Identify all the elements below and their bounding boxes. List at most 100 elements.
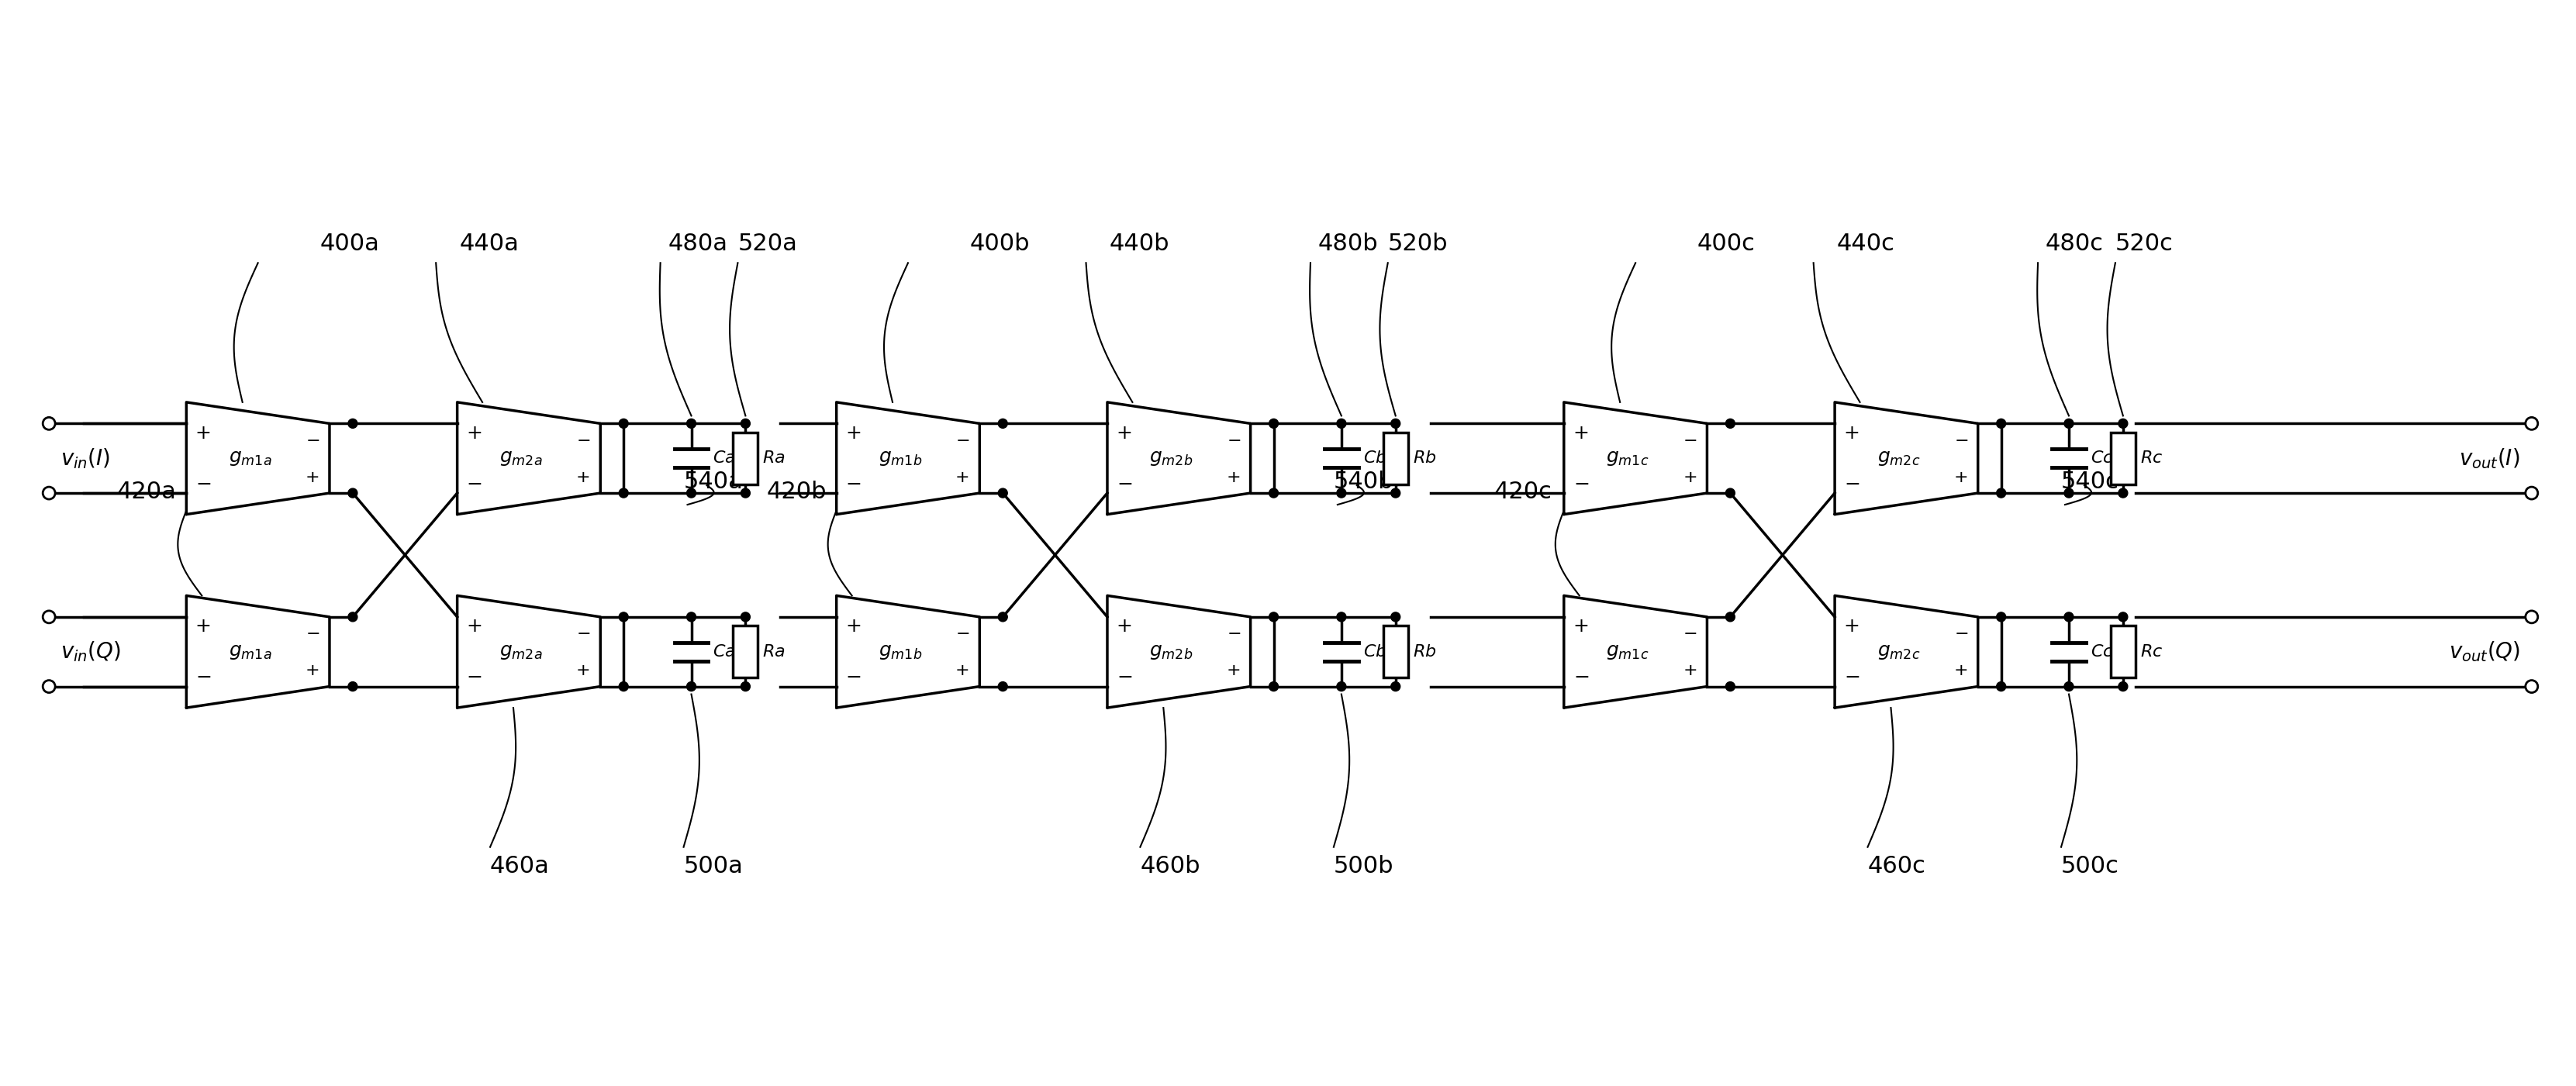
Circle shape — [44, 417, 54, 430]
Text: 420a: 420a — [116, 480, 175, 503]
Text: +: + — [1844, 424, 1860, 442]
Circle shape — [742, 419, 750, 428]
Text: 520c: 520c — [2115, 232, 2172, 255]
Circle shape — [1726, 613, 1734, 621]
Text: +: + — [845, 617, 860, 635]
Text: 400b: 400b — [969, 232, 1030, 255]
Bar — [734, 626, 757, 678]
Circle shape — [1391, 489, 1399, 497]
Circle shape — [2117, 682, 2128, 691]
Text: +: + — [1844, 617, 1860, 635]
Bar — [2110, 626, 2136, 678]
Text: 500c: 500c — [2061, 855, 2117, 877]
Bar — [2110, 432, 2136, 484]
Text: $Rc$: $Rc$ — [2141, 451, 2161, 466]
Text: $-$: $-$ — [466, 475, 482, 493]
Text: $-$: $-$ — [1571, 668, 1589, 686]
Circle shape — [618, 489, 629, 497]
Text: $Rc$: $Rc$ — [2141, 644, 2161, 659]
Text: +: + — [577, 469, 590, 485]
Text: $Cc$: $Cc$ — [2089, 451, 2112, 466]
Text: +: + — [1571, 424, 1589, 442]
Circle shape — [1267, 489, 1278, 497]
Circle shape — [1996, 489, 2004, 497]
Circle shape — [1337, 682, 1345, 691]
Text: $g_{m2c}$: $g_{m2c}$ — [1875, 449, 1919, 468]
Text: 420c: 420c — [1494, 480, 1551, 503]
Text: +: + — [1953, 664, 1968, 679]
Circle shape — [997, 419, 1007, 428]
Circle shape — [2063, 489, 2074, 497]
Text: $-$: $-$ — [956, 624, 969, 641]
Circle shape — [685, 419, 696, 428]
Circle shape — [2117, 489, 2128, 497]
Circle shape — [44, 487, 54, 500]
Text: $-$: $-$ — [577, 431, 590, 447]
Text: $-$: $-$ — [307, 624, 319, 641]
Text: $g_{m1b}$: $g_{m1b}$ — [878, 643, 922, 661]
Circle shape — [1391, 419, 1399, 428]
Text: +: + — [956, 664, 969, 679]
Text: 400c: 400c — [1698, 232, 1754, 255]
Circle shape — [1996, 613, 2004, 621]
Text: 460c: 460c — [1868, 855, 1924, 877]
Text: $-$: $-$ — [1844, 475, 1860, 493]
Circle shape — [348, 682, 358, 691]
Circle shape — [1267, 682, 1278, 691]
Circle shape — [1267, 419, 1278, 428]
Text: +: + — [1226, 664, 1239, 679]
Text: $v_{out}(Q)$: $v_{out}(Q)$ — [2447, 640, 2519, 664]
Circle shape — [1337, 419, 1345, 428]
Text: $g_{m1b}$: $g_{m1b}$ — [878, 449, 922, 468]
Text: $g_{m2b}$: $g_{m2b}$ — [1149, 449, 1193, 468]
Circle shape — [348, 613, 358, 621]
Text: +: + — [1226, 469, 1239, 485]
Text: 420b: 420b — [768, 480, 827, 503]
Text: $Cc$: $Cc$ — [2089, 644, 2112, 659]
Circle shape — [618, 682, 629, 691]
Circle shape — [618, 419, 629, 428]
Text: $Rb$: $Rb$ — [1412, 451, 1435, 466]
Circle shape — [685, 682, 696, 691]
Text: $-$: $-$ — [845, 668, 860, 686]
Text: +: + — [577, 664, 590, 679]
Text: 480b: 480b — [1319, 232, 1378, 255]
Bar — [734, 432, 757, 484]
Text: +: + — [1953, 469, 1968, 485]
Text: $Rb$: $Rb$ — [1412, 644, 1435, 659]
Text: $g_{m1c}$: $g_{m1c}$ — [1605, 643, 1649, 661]
Text: $-$: $-$ — [1115, 475, 1131, 493]
Circle shape — [997, 613, 1007, 621]
Circle shape — [2524, 680, 2537, 693]
Text: +: + — [304, 664, 319, 679]
Bar — [1383, 432, 1406, 484]
Text: $-$: $-$ — [1682, 624, 1698, 641]
Text: +: + — [1571, 617, 1589, 635]
Circle shape — [348, 419, 358, 428]
Circle shape — [1996, 682, 2004, 691]
Text: +: + — [1682, 664, 1698, 679]
Text: $-$: $-$ — [1226, 431, 1239, 447]
Text: $g_{m2a}$: $g_{m2a}$ — [500, 449, 544, 468]
Text: $-$: $-$ — [845, 475, 860, 493]
Text: $g_{m2a}$: $g_{m2a}$ — [500, 643, 544, 661]
Text: +: + — [196, 424, 211, 442]
Circle shape — [997, 682, 1007, 691]
Circle shape — [618, 613, 629, 621]
Circle shape — [2117, 613, 2128, 621]
Text: 460a: 460a — [489, 855, 549, 877]
Circle shape — [2063, 419, 2074, 428]
Circle shape — [997, 489, 1007, 497]
Text: 440c: 440c — [1837, 232, 1893, 255]
Circle shape — [348, 489, 358, 497]
Circle shape — [1267, 613, 1278, 621]
Text: +: + — [304, 469, 319, 485]
Text: $-$: $-$ — [1226, 624, 1239, 641]
Text: $Ca$: $Ca$ — [714, 644, 737, 659]
Text: $v_{out}(I)$: $v_{out}(I)$ — [2458, 446, 2519, 470]
Text: $-$: $-$ — [196, 475, 211, 493]
Circle shape — [742, 682, 750, 691]
Text: 520b: 520b — [1388, 232, 1448, 255]
Text: $g_{m1c}$: $g_{m1c}$ — [1605, 449, 1649, 468]
Text: +: + — [1115, 424, 1131, 442]
